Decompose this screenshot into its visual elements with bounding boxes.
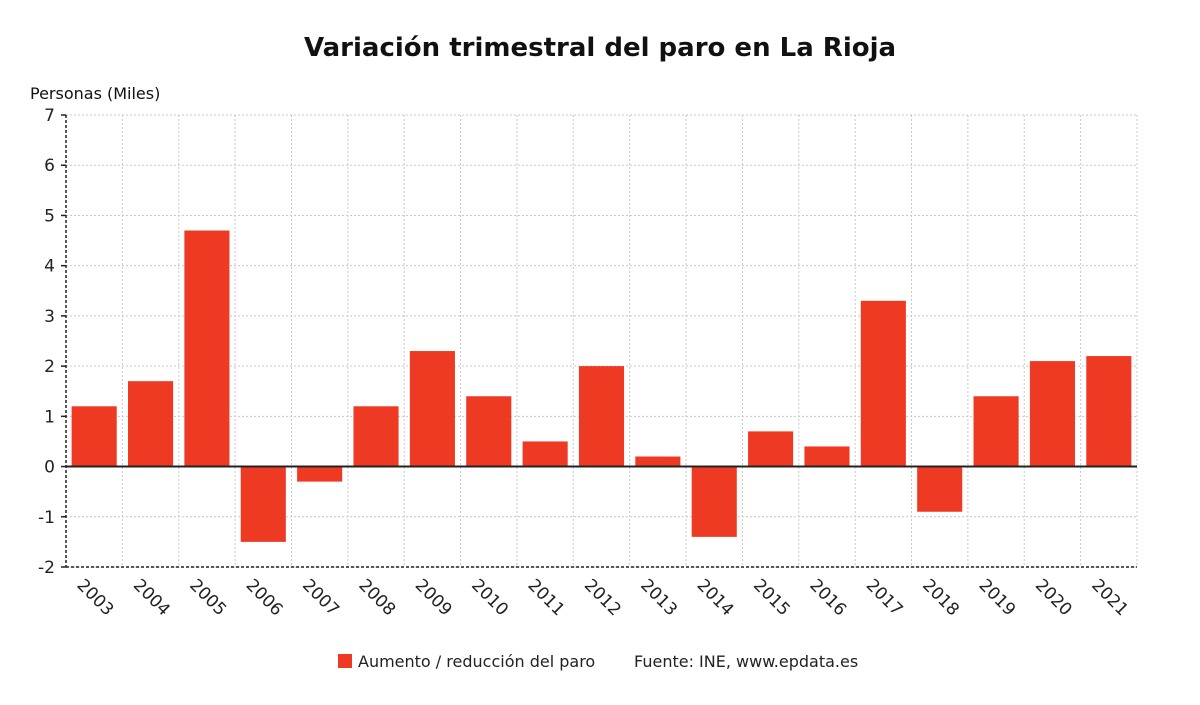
y-tick-label: 6 [44, 156, 55, 176]
bar-2017 [860, 300, 906, 467]
x-tick-label: 2013 [636, 575, 681, 620]
bar-2004 [128, 381, 174, 467]
x-tick-label: 2021 [1087, 575, 1132, 620]
bar-2008 [353, 406, 399, 467]
bar-2003 [71, 406, 117, 467]
x-tick-label: 2003 [73, 575, 118, 620]
x-tick-label: 2005 [185, 575, 230, 620]
y-tick-label: 3 [44, 307, 55, 327]
y-tick-label: 7 [44, 106, 55, 126]
axes [61, 114, 1137, 568]
bar-2019 [973, 396, 1019, 467]
x-tick-label: 2010 [467, 575, 512, 620]
y-tick-label: -1 [38, 508, 55, 528]
x-tick-label: 2012 [580, 575, 625, 620]
x-tick-label: 2015 [749, 575, 794, 620]
source-text: Fuente: INE, www.epdata.es [634, 652, 858, 671]
bar-2007 [297, 466, 343, 482]
x-tick-label: 2018 [918, 575, 963, 620]
grid [66, 114, 1138, 568]
bar-2015 [748, 431, 794, 467]
x-tick-label: 2011 [524, 575, 569, 620]
x-tick-label: 2007 [298, 575, 343, 620]
bar-2005 [184, 230, 230, 467]
x-tick-label: 2004 [129, 575, 174, 620]
x-tick-label: 2014 [693, 575, 738, 620]
legend-swatch [338, 654, 352, 668]
x-tick-label: 2020 [1031, 575, 1076, 620]
bar-2018 [917, 466, 963, 512]
bar-2011 [522, 441, 568, 467]
y-tick-label: 1 [44, 407, 55, 427]
x-tick-label: 2006 [242, 575, 287, 620]
bar-2020 [1029, 361, 1075, 467]
legend: Aumento / reducción del paro Fuente: INE… [338, 652, 858, 671]
y-tick-labels: -2 -1 0 1 2 3 4 5 6 7 [38, 106, 55, 578]
bar-2014 [691, 466, 737, 537]
y-tick-label: 4 [44, 257, 55, 277]
y-tick-label: 0 [44, 458, 55, 478]
x-tick-labels: 2003 2004 2005 2006 2007 2008 2009 2010 2011 2012… [73, 575, 1132, 620]
x-tick-label: 2017 [862, 575, 907, 620]
x-tick-label: 2019 [975, 575, 1020, 620]
bar-2013 [635, 456, 681, 467]
bar-2021 [1086, 356, 1132, 467]
bar-2006 [240, 466, 286, 542]
x-tick-label: 2016 [805, 575, 850, 620]
y-tick-label: 2 [44, 357, 55, 377]
chart-title: Variación trimestral del paro en La Rioj… [304, 33, 896, 63]
y-tick-label: -2 [38, 558, 55, 578]
source-site: www.epdata.es [736, 652, 858, 671]
x-tick-label: 2008 [354, 575, 399, 620]
y-tick-label: 5 [44, 206, 55, 226]
legend-label: Aumento / reducción del paro [358, 652, 595, 671]
bar-2009 [409, 351, 455, 467]
source-prefix: Fuente: INE, [634, 652, 736, 671]
bar-2010 [466, 396, 512, 467]
bars [71, 230, 1132, 542]
y-axis-label: Personas (Miles) [30, 84, 160, 103]
bar-2016 [804, 446, 850, 467]
bar-2012 [578, 366, 625, 467]
x-tick-label: 2009 [411, 575, 456, 620]
